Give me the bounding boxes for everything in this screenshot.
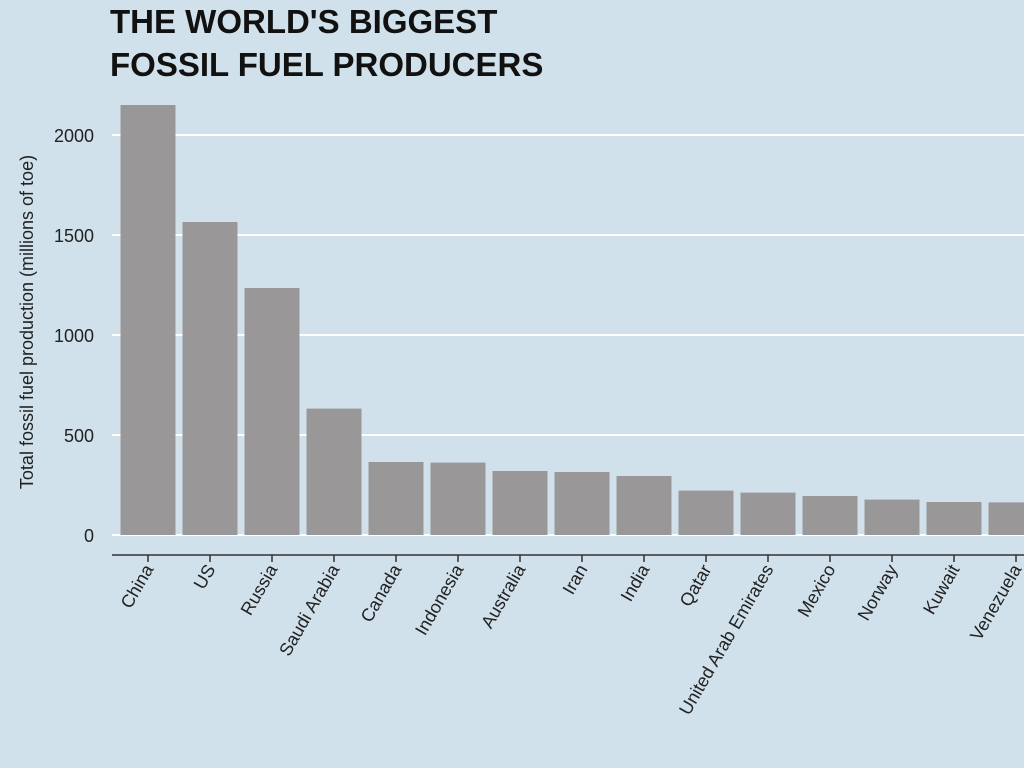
bar [616, 476, 672, 535]
bar [740, 492, 796, 535]
y-tick-label: 1000 [54, 326, 94, 346]
y-tick-label: 2000 [54, 126, 94, 146]
bar [368, 462, 424, 535]
y-tick-label: 0 [84, 526, 94, 546]
x-category-label: Canada [357, 560, 406, 625]
x-category-label: Venezuela [966, 560, 1024, 644]
y-tick-label: 1500 [54, 226, 94, 246]
bar [492, 471, 548, 535]
bar [678, 490, 734, 535]
x-category-label: Norway [854, 561, 902, 624]
x-category-label: Australia [477, 560, 530, 632]
x-category-label: Russia [237, 560, 282, 619]
x-category-label: Indonesia [411, 560, 468, 638]
bar [244, 288, 300, 535]
x-category-label: Mexico [794, 561, 840, 620]
x-category-label: Iran [559, 561, 592, 598]
bar [554, 472, 610, 535]
y-tick-label: 500 [64, 426, 94, 446]
bar [864, 499, 920, 535]
x-category-label: Saudi Arabia [275, 560, 344, 659]
bar [182, 222, 238, 535]
chart-title-line-2: FOSSIL FUEL PRODUCERS [110, 46, 544, 83]
chart-title-line-1: THE WORLD'S BIGGEST [110, 3, 498, 40]
bar [120, 105, 176, 535]
y-axis-title: Total fossil fuel production (millions o… [17, 155, 37, 489]
x-category-label: Qatar [676, 561, 716, 610]
axes [112, 554, 1024, 562]
x-category-label: China [117, 560, 158, 612]
x-category-label: India [617, 560, 654, 605]
bar [430, 462, 486, 535]
bar [988, 502, 1024, 535]
x-category-label: US [190, 561, 220, 593]
bars [120, 105, 1024, 535]
bar [306, 408, 362, 535]
bar [802, 496, 858, 535]
x-category-label: Kuwait [919, 561, 963, 618]
bar [926, 502, 982, 535]
